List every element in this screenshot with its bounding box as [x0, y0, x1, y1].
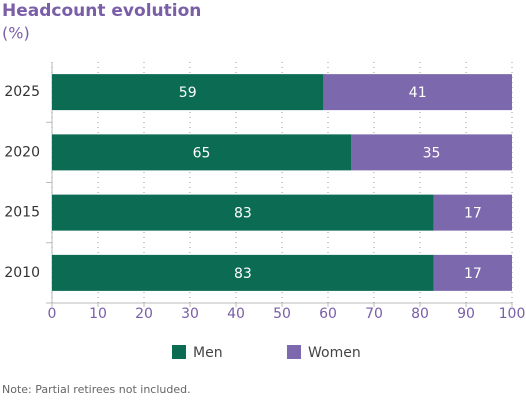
x-tick-label: 80	[411, 306, 429, 322]
chart-subtitle: (%)	[2, 24, 30, 43]
bar-segment	[433, 194, 512, 231]
data-label: 41	[409, 85, 427, 101]
x-tick-label: 0	[48, 306, 57, 322]
bar-segment	[52, 74, 324, 111]
data-label: 17	[464, 206, 482, 222]
x-tick-label: 60	[319, 306, 337, 322]
bar-segment	[351, 134, 512, 171]
x-tick-label: 50	[273, 306, 291, 322]
data-label: 17	[464, 266, 482, 282]
data-label: 35	[423, 145, 441, 161]
data-label: 83	[234, 266, 252, 282]
bar-segment	[323, 74, 512, 111]
x-tick-label: 100	[499, 306, 526, 322]
y-tick-label: 2010	[4, 265, 40, 281]
data-label: 65	[193, 145, 211, 161]
bar-segment	[52, 194, 434, 231]
x-tick-label: 90	[457, 306, 475, 322]
data-label: 83	[234, 206, 252, 222]
x-tick-label: 30	[181, 306, 199, 322]
bar-segment	[433, 254, 512, 291]
bar-segment	[52, 254, 434, 291]
legend-label: Women	[308, 345, 361, 361]
y-tick-label: 2020	[4, 144, 40, 160]
note: Note: Partial retirees not included.	[2, 383, 191, 396]
x-tick-label: 70	[365, 306, 383, 322]
x-tick-label: 40	[227, 306, 245, 322]
y-tick-label: 2025	[4, 84, 40, 100]
bar-segment	[52, 134, 351, 171]
x-tick-label: 20	[135, 306, 153, 322]
x-tick-label: 10	[89, 306, 107, 322]
legend-swatch	[287, 345, 301, 359]
data-label: 59	[179, 85, 197, 101]
y-tick-label: 2015	[4, 205, 40, 221]
legend-swatch	[172, 345, 186, 359]
legend-label: Men	[193, 345, 223, 361]
chart-title: Headcount evolution	[2, 1, 201, 21]
